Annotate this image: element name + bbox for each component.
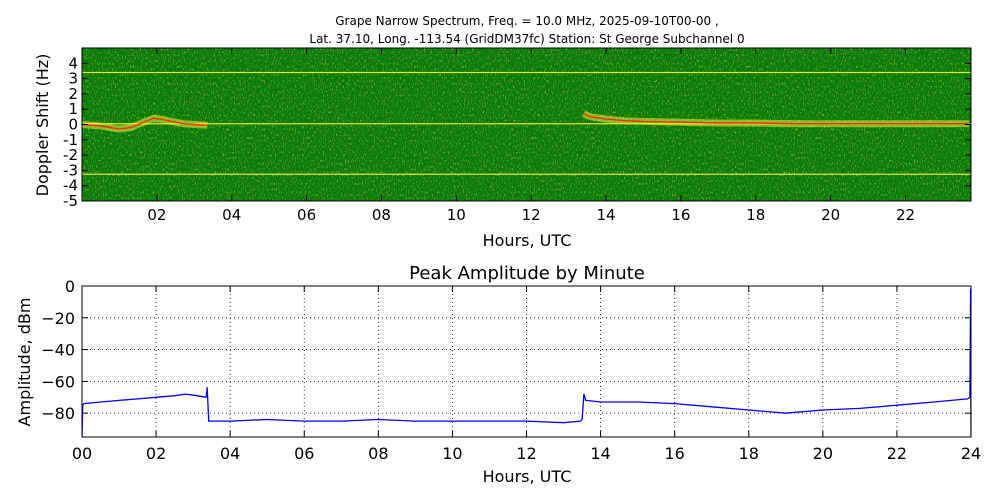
spectrogram-ytick-label: -5 <box>63 192 78 210</box>
amplitude-xtick-label: 24 <box>961 444 981 463</box>
spectrogram-ytick-label: -1 <box>63 131 78 149</box>
amplitude-xtick-label: 20 <box>813 444 833 463</box>
spectrogram-ytick-label: 3 <box>68 70 78 88</box>
spectrogram-xtick-label: 04 <box>222 206 241 224</box>
spectrogram-xtick-label: 02 <box>147 206 166 224</box>
amplitude-xtick-label: 12 <box>516 444 536 463</box>
amplitude-xtick-label: 16 <box>664 444 684 463</box>
amplitude-ytick-label: −60 <box>41 372 75 391</box>
amplitude-xtick-label: 18 <box>739 444 759 463</box>
amplitude-ytick-label: −80 <box>41 404 75 423</box>
amplitude-xtick-label: 22 <box>887 444 907 463</box>
amplitude-series-line-0 <box>82 288 971 437</box>
spectrogram-xtick-label: 08 <box>372 206 391 224</box>
spectrogram-xtick-label: 16 <box>671 206 690 224</box>
spectrogram-xtick-label: 22 <box>896 206 915 224</box>
doppler-trace-0 <box>82 117 208 130</box>
amplitude-plot-area <box>82 286 971 437</box>
amplitude-xtick-label: 14 <box>590 444 610 463</box>
spectrogram-ylabel: Doppler Shift (Hz) <box>33 54 52 197</box>
amplitude-xtick-label: 04 <box>220 444 240 463</box>
doppler-trace-1 <box>583 113 970 125</box>
amplitude-ylabel: Amplitude, dBm <box>15 298 34 427</box>
spectrogram-xtick-label: 20 <box>821 206 840 224</box>
spectrogram-xlabel: Hours, UTC <box>483 231 572 250</box>
amplitude-xtick-label: 02 <box>146 444 166 463</box>
spectrogram-ytick-label: -3 <box>63 161 78 179</box>
spectrogram-ytick-label: 0 <box>68 116 78 134</box>
spectrogram-xtick-label: 12 <box>522 206 541 224</box>
amplitude-title: Peak Amplitude by Minute <box>409 263 645 284</box>
spectrogram-xtick-label: 10 <box>447 206 466 224</box>
amplitude-ytick-label: −40 <box>41 341 75 360</box>
spectrogram-ytick-label: 1 <box>68 100 78 118</box>
amplitude-xtick-label: 10 <box>442 444 462 463</box>
spectrogram-chart: Grape Narrow Spectrum, Freq. = 10.0 MHz,… <box>33 14 972 250</box>
spectrogram-title-line1: Grape Narrow Spectrum, Freq. = 10.0 MHz,… <box>335 14 718 28</box>
spectrogram-ytick-label: -4 <box>63 177 78 195</box>
spectrogram-xtick-label: 06 <box>297 206 316 224</box>
spectrogram-xtick-label: 18 <box>746 206 765 224</box>
amplitude-ytick-label: −20 <box>41 309 75 328</box>
amplitude-xlabel: Hours, UTC <box>483 467 572 486</box>
amplitude-ytick-label: 0 <box>65 277 75 296</box>
spectrogram-title-line2: Lat. 37.10, Long. -113.54 (GridDM37fc) S… <box>309 32 744 46</box>
amplitude-xtick-label: 06 <box>294 444 314 463</box>
amplitude-chart: Peak Amplitude by Minute 00 02 04 06 08 10 12 1… <box>15 263 981 486</box>
spectrogram-ytick-label: 4 <box>68 54 78 72</box>
spectrogram-ytick-label: 2 <box>68 85 78 103</box>
amplitude-xtick-label: 00 <box>72 444 92 463</box>
amplitude-xtick-label: 08 <box>368 444 388 463</box>
spectrogram-ytick-label: -2 <box>63 146 78 164</box>
spectrogram-xtick-label: 14 <box>596 206 615 224</box>
